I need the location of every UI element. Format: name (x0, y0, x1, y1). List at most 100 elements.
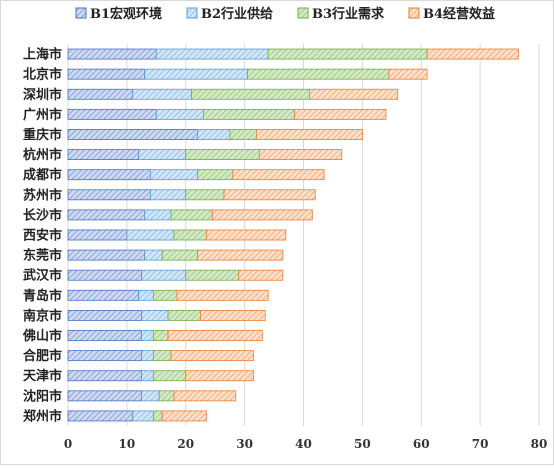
x-tick-label: 70 (472, 437, 489, 451)
bar-segment (152, 289, 178, 301)
bar-segment (67, 370, 142, 382)
bar-segment (185, 269, 240, 281)
bar-segment (67, 249, 145, 261)
bar-segment (426, 48, 519, 60)
bar-segment (67, 410, 134, 422)
bar-segment (229, 129, 257, 140)
bar-segment (170, 350, 254, 362)
bar-segment (67, 330, 142, 341)
bar-segment (185, 189, 225, 201)
legend-swatch (75, 7, 87, 19)
category-label: 苏州市 (23, 187, 62, 203)
x-tick-label: 50 (354, 437, 371, 451)
bars (67, 48, 519, 422)
bar-segment (67, 289, 140, 301)
bar-segment (232, 169, 325, 181)
bar-segment (141, 330, 154, 341)
bar-segment (152, 350, 172, 362)
bar-segment (238, 269, 284, 281)
bar-segment (155, 108, 204, 120)
bar-segment (144, 209, 172, 221)
bar-segment (150, 189, 187, 201)
bar-segment (191, 88, 310, 100)
x-tick-label: 30 (236, 437, 253, 451)
bar-segment (141, 390, 160, 402)
bar-segment (258, 149, 343, 161)
bar-segment (141, 309, 169, 321)
category-label: 南京市 (23, 308, 62, 324)
bar-segment (308, 88, 399, 100)
legend-label: B4经营效益 (423, 6, 495, 22)
bar-segment (167, 309, 201, 321)
bar-segment (294, 108, 387, 120)
bar-segment (267, 48, 428, 60)
x-tick-label: 20 (177, 437, 194, 451)
category-label: 广州市 (23, 107, 62, 123)
bar-segment (197, 249, 284, 261)
bar-segment (67, 68, 145, 80)
bar-segment (197, 129, 231, 140)
bar-segment (67, 390, 142, 402)
bar-segment (144, 68, 248, 80)
bar-segment (173, 229, 207, 241)
bar-segment (67, 209, 145, 221)
bar-segment (205, 229, 287, 241)
bar-segment (67, 350, 142, 362)
legend-swatch (408, 7, 420, 19)
x-tick-labels: 0 10 20 30 40 50 60 70 80 (64, 437, 548, 451)
bar-segment (170, 209, 213, 221)
bar-segment (167, 330, 263, 341)
bar-segment (67, 229, 128, 241)
bar-segment (67, 108, 157, 120)
category-label: 沈阳市 (23, 388, 62, 404)
bar-segment (67, 88, 134, 100)
x-tick-label: 40 (295, 437, 312, 451)
bar-segment (223, 189, 316, 201)
bar-segment (176, 289, 269, 301)
bar-segment (173, 390, 237, 402)
bar-segment (67, 189, 151, 201)
category-label: 青岛市 (23, 288, 62, 304)
bar-segment (200, 309, 266, 321)
bar-segment (152, 370, 187, 382)
bar-segment (67, 169, 151, 181)
bar-segment (388, 68, 428, 80)
category-labels: 上海市北京市深圳市广州市重庆市杭州市成都市苏州市长沙市西安市东莞市武汉市青岛市南… (22, 47, 62, 425)
category-label: 合肥市 (23, 348, 62, 364)
category-label: 西安市 (23, 228, 62, 244)
category-label: 深圳市 (23, 87, 62, 103)
legend-label: B1宏观环境 (90, 6, 162, 22)
gridlines (67, 44, 540, 426)
category-label: 北京市 (23, 67, 62, 83)
category-label: 重庆市 (23, 127, 62, 143)
bar-segment (185, 370, 254, 382)
category-label: 上海市 (23, 47, 62, 63)
bar-segment (255, 129, 363, 140)
bar-segment (161, 410, 207, 422)
legend-label: B3行业需求 (312, 6, 385, 22)
category-label: 郑州市 (23, 408, 62, 424)
bar-segment (152, 410, 163, 422)
bar-segment (132, 88, 193, 100)
legend-label: B2行业供给 (201, 6, 273, 22)
category-label: 武汉市 (23, 268, 62, 284)
bar-segment (150, 169, 198, 181)
bar-segment (126, 229, 175, 241)
bar-segment (138, 149, 187, 161)
category-label: 佛山市 (22, 328, 62, 344)
bar-segment (67, 309, 142, 321)
category-label: 东莞市 (23, 248, 62, 264)
bar-segment (67, 149, 140, 161)
x-tick-label: 80 (531, 437, 548, 451)
bar-segment (67, 129, 198, 140)
bar-segment (185, 149, 260, 161)
legend-swatch (297, 7, 309, 19)
bar-segment (161, 249, 198, 261)
bar-segment (67, 269, 142, 281)
bar-segment (197, 169, 234, 181)
category-label: 杭州市 (23, 147, 62, 163)
bar-segment (158, 390, 175, 402)
bar-segment (138, 289, 154, 301)
